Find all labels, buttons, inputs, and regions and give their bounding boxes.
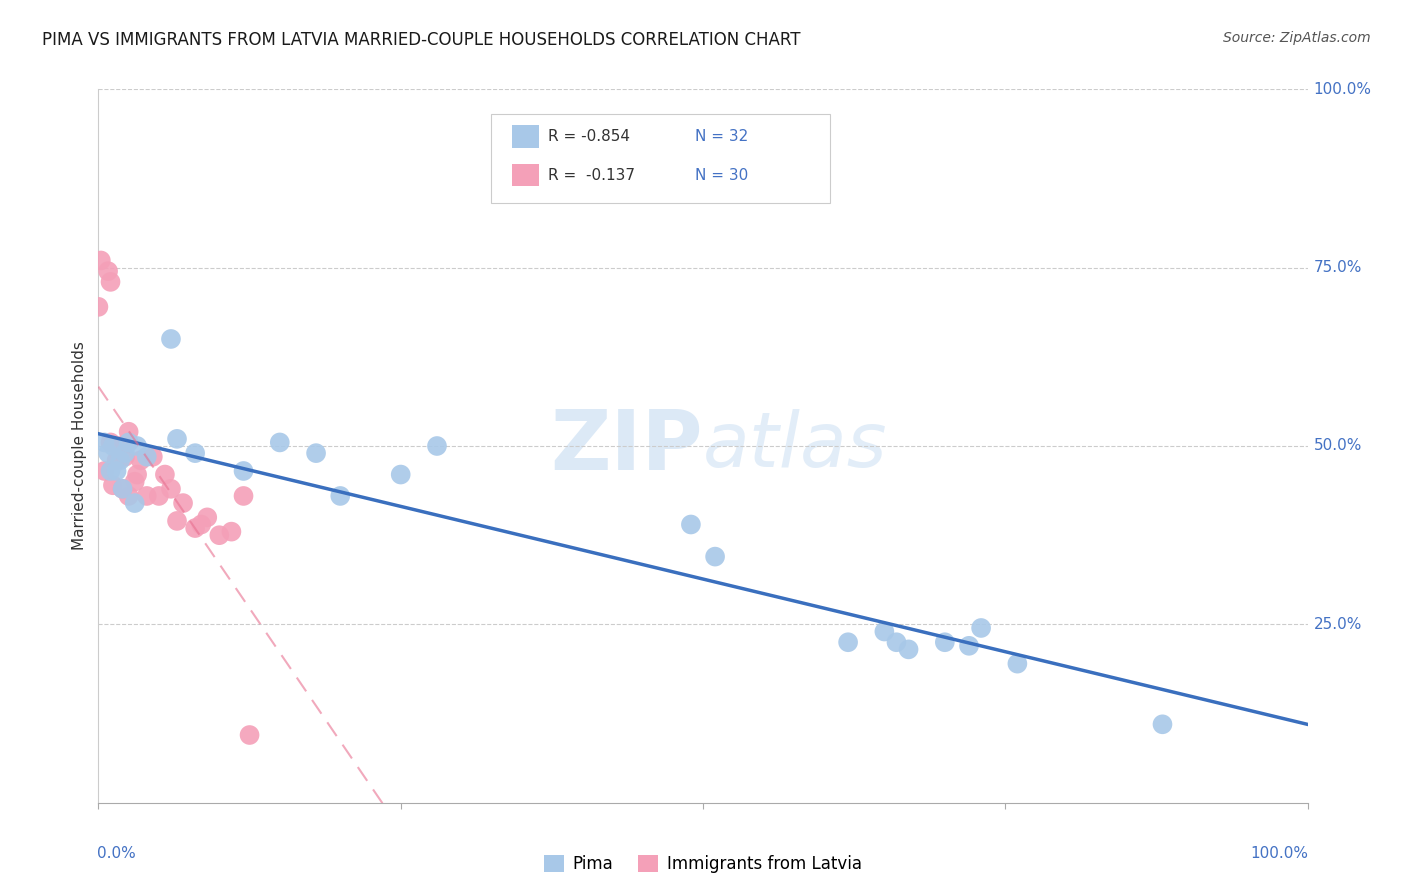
Point <box>160 332 183 346</box>
Text: 50.0%: 50.0% <box>1313 439 1362 453</box>
FancyBboxPatch shape <box>492 114 830 203</box>
Point <box>124 475 146 489</box>
Point <box>111 482 134 496</box>
Point <box>127 467 149 482</box>
Point <box>108 439 131 453</box>
Point <box>105 464 128 478</box>
Text: PIMA VS IMMIGRANTS FROM LATVIA MARRIED-COUPLE HOUSEHOLDS CORRELATION CHART: PIMA VS IMMIGRANTS FROM LATVIA MARRIED-C… <box>42 31 800 49</box>
Point <box>118 425 141 439</box>
Point <box>1152 717 1174 731</box>
Point <box>166 514 188 528</box>
Point <box>108 453 131 467</box>
Point <box>970 621 993 635</box>
Point <box>184 521 207 535</box>
Point <box>934 635 956 649</box>
Point <box>190 517 212 532</box>
Point <box>87 300 110 314</box>
Text: 100.0%: 100.0% <box>1251 846 1309 861</box>
Point <box>704 549 727 564</box>
Text: Source: ZipAtlas.com: Source: ZipAtlas.com <box>1223 31 1371 45</box>
Point <box>426 439 449 453</box>
Point <box>127 439 149 453</box>
Point <box>135 489 157 503</box>
Point <box>90 253 112 268</box>
Point <box>957 639 980 653</box>
Point <box>166 432 188 446</box>
Point <box>239 728 262 742</box>
Point <box>93 464 115 478</box>
Point <box>153 467 176 482</box>
Point <box>97 264 120 278</box>
Point <box>105 453 128 467</box>
Point <box>1007 657 1029 671</box>
Point <box>897 642 920 657</box>
Point <box>172 496 194 510</box>
Point <box>679 517 702 532</box>
Text: N = 30: N = 30 <box>695 168 748 183</box>
Point <box>100 275 122 289</box>
Point <box>195 510 218 524</box>
Point <box>160 482 183 496</box>
Point <box>837 635 859 649</box>
Point <box>329 489 352 503</box>
Text: atlas: atlas <box>703 409 887 483</box>
Text: R =  -0.137: R = -0.137 <box>548 168 636 183</box>
FancyBboxPatch shape <box>512 163 538 186</box>
Text: 100.0%: 100.0% <box>1313 82 1372 96</box>
Point <box>221 524 243 539</box>
Point <box>886 635 908 649</box>
Point <box>114 446 136 460</box>
Y-axis label: Married-couple Households: Married-couple Households <box>72 342 87 550</box>
Point <box>232 464 254 478</box>
Point <box>101 439 124 453</box>
Text: ZIP: ZIP <box>551 406 703 486</box>
Point <box>305 446 328 460</box>
Text: N = 32: N = 32 <box>695 129 748 144</box>
Point <box>148 489 170 503</box>
Point <box>135 450 157 464</box>
Point <box>97 446 120 460</box>
Point <box>118 489 141 503</box>
Point <box>93 435 115 450</box>
Point <box>101 478 124 492</box>
Text: 0.0%: 0.0% <box>97 846 136 861</box>
Point <box>100 435 122 450</box>
Point <box>269 435 291 450</box>
Point <box>100 464 122 478</box>
Point <box>124 496 146 510</box>
Point <box>129 453 152 467</box>
FancyBboxPatch shape <box>512 125 538 148</box>
Point <box>111 482 134 496</box>
Point <box>184 446 207 460</box>
Point <box>232 489 254 503</box>
Point <box>142 450 165 464</box>
Point <box>114 450 136 464</box>
Point <box>389 467 412 482</box>
Point <box>208 528 231 542</box>
Legend: Pima, Immigrants from Latvia: Pima, Immigrants from Latvia <box>537 848 869 880</box>
Point <box>118 435 141 450</box>
Text: 75.0%: 75.0% <box>1313 260 1362 275</box>
Text: 25.0%: 25.0% <box>1313 617 1362 632</box>
Text: R = -0.854: R = -0.854 <box>548 129 630 144</box>
Point <box>873 624 896 639</box>
